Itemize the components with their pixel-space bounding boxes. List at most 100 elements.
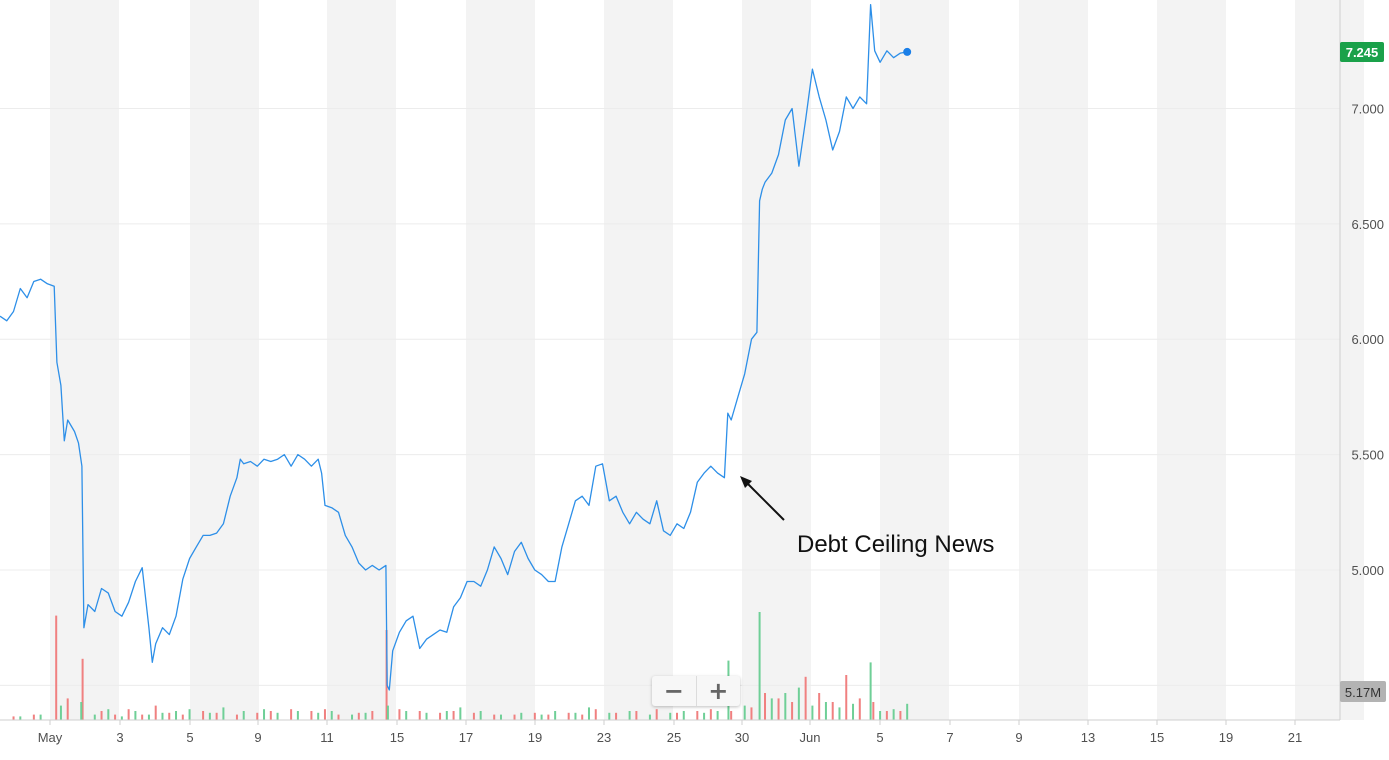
volume-bar (574, 712, 577, 720)
volume-bar (66, 698, 69, 720)
y-tick-label: 6.500 (1351, 217, 1384, 232)
y-tick-label: 5.000 (1351, 563, 1384, 578)
volume-bar (628, 711, 631, 720)
volume-bar (869, 662, 872, 720)
zoom-out-button[interactable]: − (663, 677, 684, 705)
volume-bar (263, 709, 266, 720)
volume-bar (439, 712, 442, 720)
weekend-band (1019, 0, 1088, 720)
x-tick-label: 30 (735, 730, 749, 745)
x-tick-label: 5 (876, 730, 883, 745)
volume-bar (100, 711, 103, 720)
volume-bar (730, 711, 733, 720)
volume-bar (770, 698, 773, 720)
volume-bar (202, 711, 205, 720)
annotation-text: Debt Ceiling News (797, 531, 994, 558)
volume-bar (19, 716, 22, 720)
volume-bar (357, 712, 360, 720)
x-tick-label: 19 (528, 730, 542, 745)
volume-bar (269, 711, 272, 720)
volume-bar (493, 714, 496, 720)
volume-bar (215, 712, 218, 720)
volume-bar (114, 714, 117, 720)
volume-bar (533, 712, 536, 720)
volume-bar (879, 711, 882, 720)
volume-bar (425, 712, 428, 720)
volume-bar (703, 712, 706, 720)
y-tick-label: 5.500 (1351, 448, 1384, 463)
volume-bar (655, 709, 658, 720)
volume-bar (758, 612, 761, 720)
volume-bar (317, 712, 320, 720)
x-tick-label: 19 (1219, 730, 1233, 745)
volume-badge-background (1340, 681, 1386, 702)
volume-bar (351, 714, 354, 720)
volume-bar (669, 712, 672, 720)
volume-bar (168, 712, 171, 720)
price-badge-text: 7.245 (1346, 45, 1379, 60)
annotation: Debt Ceiling News (740, 476, 994, 558)
volume-bar (499, 714, 502, 720)
volume-bar (330, 711, 333, 720)
x-tick-label: 17 (459, 730, 473, 745)
volume-bar (852, 703, 855, 720)
volume-bar (235, 714, 238, 720)
x-tick-label: May (38, 730, 63, 745)
volume-bar (567, 712, 570, 720)
volume-bar (296, 711, 299, 720)
volume-bar (594, 709, 597, 720)
x-tick-label: 5 (186, 730, 193, 745)
last-price-point (903, 47, 912, 56)
weekend-band (742, 0, 811, 720)
volume-bar (818, 693, 821, 720)
volume-bar (208, 712, 211, 720)
volume-bar (181, 714, 184, 720)
volume-bar (777, 698, 780, 720)
volume-bar (337, 714, 340, 720)
volume-bar (892, 709, 895, 720)
x-tick-label: 7 (946, 730, 953, 745)
volume-bar (120, 716, 123, 720)
volume-bar (472, 712, 475, 720)
volume-bar (784, 693, 787, 720)
volume-bar (398, 709, 401, 720)
volume-bar (750, 707, 753, 720)
volume-bar (479, 711, 482, 720)
volume-bar (811, 705, 814, 720)
price-line (0, 3, 908, 691)
x-tick-label: 13 (1081, 730, 1095, 745)
volume-bar (256, 712, 259, 720)
price-badge-background (1340, 42, 1384, 62)
volume-bar (310, 711, 313, 720)
volume-bar (696, 711, 699, 720)
volume-bar (418, 711, 421, 720)
weekend-band (50, 0, 119, 720)
volume-bar (161, 712, 164, 720)
volume-bar (55, 615, 58, 720)
volume-bar (838, 707, 841, 720)
volume-bar (791, 702, 794, 720)
volume-bar (371, 711, 374, 720)
volume-bar (513, 714, 516, 720)
annotation-arrow-shaft (745, 481, 785, 521)
volume-bar (608, 712, 611, 720)
zoom-controls: − + (652, 676, 740, 706)
volume-bar (615, 712, 618, 720)
volume-badge: 5.17M (1340, 681, 1386, 702)
volume-bar (364, 712, 367, 720)
volume-bar (716, 711, 719, 720)
volume-bar (154, 705, 157, 720)
volume-bar (676, 712, 678, 720)
zoom-in-button[interactable]: + (695, 676, 741, 706)
volume-bar (459, 707, 462, 720)
volume-bar (323, 709, 326, 720)
volume-bar (858, 698, 861, 720)
volume-bar (709, 709, 712, 720)
volume-badge-text: 5.17M (1345, 685, 1381, 700)
price-line-group (0, 3, 912, 691)
volume-bar (80, 702, 83, 720)
x-tick-label: 21 (1288, 730, 1302, 745)
volume-bar (147, 714, 150, 720)
volume-bar (764, 693, 767, 720)
volume-bar (885, 711, 888, 720)
